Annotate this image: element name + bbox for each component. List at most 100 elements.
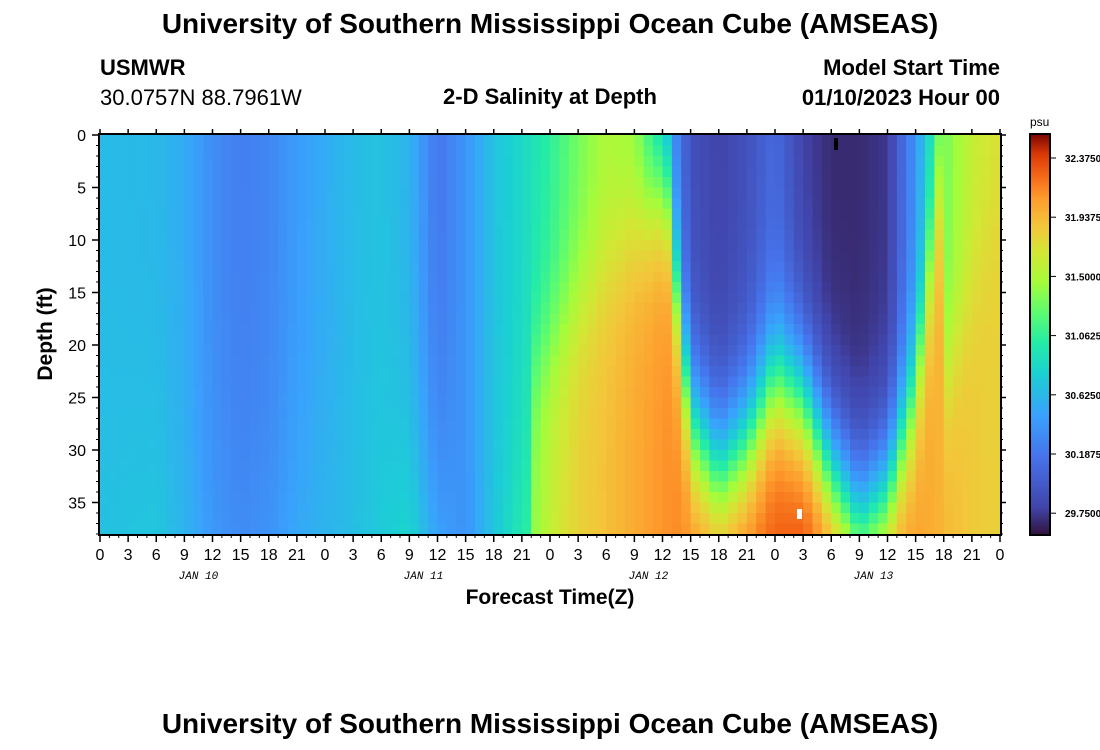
heat-cell [559, 261, 570, 273]
heat-cell [484, 334, 495, 346]
heat-cell [671, 355, 682, 367]
heat-cell [887, 135, 898, 147]
heat-cell [193, 271, 204, 283]
heat-cell [906, 166, 917, 178]
heat-cell [371, 229, 382, 241]
heat-cell [109, 366, 120, 378]
heat-cell [981, 366, 992, 378]
heat-cell [418, 208, 429, 220]
heat-cell [118, 408, 129, 420]
heat-cell [231, 513, 242, 525]
heat-cell [868, 135, 879, 147]
heat-cell [971, 219, 982, 231]
heat-cell [568, 282, 579, 294]
heat-cell [137, 397, 148, 409]
heat-cell [306, 450, 317, 462]
heat-cell [709, 229, 720, 241]
heat-cell [662, 397, 673, 409]
heat-cell [409, 345, 420, 357]
heat-cell [784, 292, 795, 304]
heat-cell [456, 240, 467, 252]
heat-cell [540, 292, 551, 304]
heat-cell [915, 387, 926, 399]
heat-cell [962, 313, 973, 325]
heat-cell [531, 460, 542, 472]
heat-cell [681, 387, 692, 399]
heat-cell [915, 271, 926, 283]
heat-cell [671, 513, 682, 525]
heat-cell [475, 145, 485, 157]
heat-cell [850, 292, 860, 304]
heat-cell [737, 208, 748, 220]
heat-cell [915, 145, 926, 157]
heat-cell [568, 177, 579, 189]
heat-cell [306, 303, 317, 315]
heat-cell [390, 523, 401, 535]
heat-cell [221, 324, 232, 336]
heat-cell [868, 324, 879, 336]
heat-cell [193, 219, 204, 231]
heat-cell [765, 513, 776, 525]
heat-cell [203, 135, 214, 147]
heat-cell [446, 502, 457, 514]
heat-cell [503, 313, 514, 325]
heat-cell [803, 208, 814, 220]
heat-cell [100, 492, 110, 504]
x-tick-label: 6 [827, 547, 836, 564]
heat-cell [578, 282, 589, 294]
heat-cell [559, 229, 570, 241]
heat-cell [371, 492, 382, 504]
heat-cell [756, 450, 767, 462]
heat-cell [971, 376, 982, 388]
heat-cell [100, 418, 110, 430]
heat-cell [690, 145, 701, 157]
heat-cell [156, 492, 167, 504]
x-tick-label: 15 [232, 547, 250, 564]
heat-cell [456, 313, 467, 325]
heat-cell [156, 513, 167, 525]
heat-cell [559, 397, 570, 409]
heat-cell [503, 439, 514, 451]
heat-cell [503, 397, 514, 409]
heat-cell [362, 303, 373, 315]
heat-cell [334, 429, 345, 441]
heat-cell [962, 261, 973, 273]
heat-cell [118, 418, 129, 430]
heat-cell [559, 429, 570, 441]
heat-cell [718, 229, 729, 241]
heat-cell [709, 303, 720, 315]
heat-cell [625, 334, 635, 346]
heat-cell [625, 229, 635, 241]
heat-cell [709, 450, 720, 462]
heat-cell [981, 450, 992, 462]
heat-cell [559, 324, 570, 336]
heat-cell [690, 481, 701, 493]
heat-cell [231, 334, 242, 346]
heat-cell [296, 240, 307, 252]
heat-cell [371, 313, 382, 325]
heat-cell [831, 313, 842, 325]
heat-cell [784, 145, 795, 157]
heat-cell [671, 429, 682, 441]
heat-cell [643, 387, 654, 399]
heat-cell [775, 177, 785, 189]
heat-cell [896, 523, 907, 535]
heat-cell [362, 376, 373, 388]
heat-cell [268, 271, 279, 283]
heat-cell [775, 166, 785, 178]
heat-cell [287, 313, 298, 325]
heat-cell [606, 187, 617, 199]
heat-cell [400, 145, 410, 157]
heat-cell [484, 292, 495, 304]
heat-cell [428, 187, 439, 199]
heat-cell [634, 471, 645, 483]
heat-cell [437, 408, 448, 420]
heat-cell [343, 513, 354, 525]
heat-cell [934, 376, 945, 388]
heat-cell [784, 513, 795, 525]
heat-cell [671, 450, 682, 462]
heat-cell [315, 492, 326, 504]
heat-cell [784, 177, 795, 189]
heat-cell [962, 439, 973, 451]
heat-cell [296, 492, 307, 504]
